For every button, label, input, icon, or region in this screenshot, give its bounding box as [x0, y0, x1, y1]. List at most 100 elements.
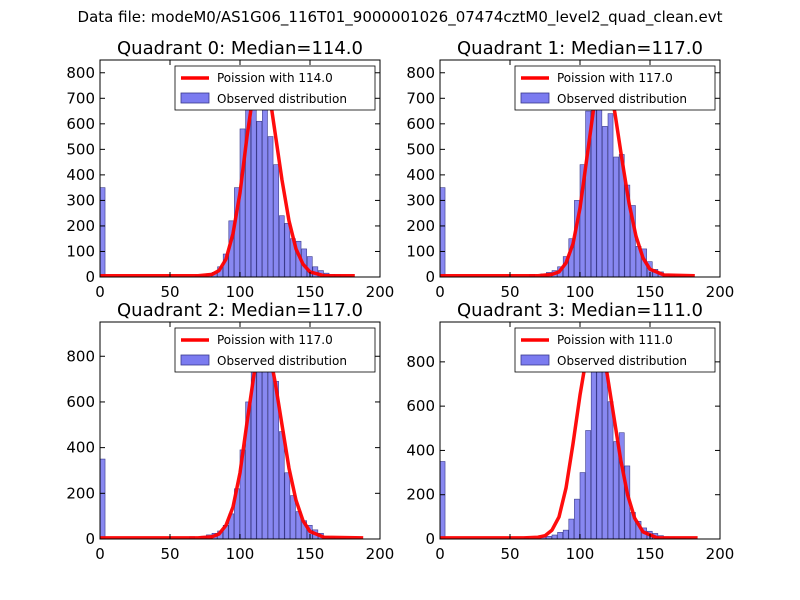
histogram-bar [267, 365, 274, 539]
panel-title: Quadrant 3: Median=111.0 [457, 300, 703, 321]
y-tick-label: 600 [406, 115, 435, 133]
y-tick-label: 0 [425, 530, 435, 548]
histogram-bar [607, 113, 614, 277]
legend-bar-swatch [520, 354, 550, 366]
histogram-bar [630, 205, 636, 277]
y-tick-label: 100 [406, 242, 435, 260]
histogram-bar [262, 92, 268, 277]
y-tick-label: 0 [425, 268, 435, 286]
y-tick-label: 800 [406, 353, 435, 371]
histogram-bar [557, 532, 563, 539]
histogram-bar [290, 495, 296, 539]
x-tick-label: 200 [706, 545, 735, 563]
y-tick-label: 400 [406, 166, 435, 184]
figure-title: Data file: modeM0/AS1G06_116T01_90000010… [77, 8, 723, 26]
legend-bar-swatch [180, 92, 210, 104]
quadrant-3-plot: 0 50 100 150 200 0 200 400 600 800 Quadrant 3: Med… [406, 300, 734, 563]
plot-area [440, 68, 695, 277]
legend-bar-label: Observed distribution [217, 354, 347, 368]
legend: Poission with 111.0 Observed distribution [514, 327, 716, 373]
histogram-bar [613, 441, 619, 539]
x-tick-label: 150 [636, 545, 665, 563]
y-tick-label: 600 [406, 397, 435, 415]
legend-line-label: Poission with 111.0 [557, 333, 673, 347]
y-tick-label: 700 [406, 89, 435, 107]
y-tick-label: 500 [406, 140, 435, 158]
panel-title: Quadrant 1: Median=117.0 [457, 38, 703, 59]
x-tick-label: 100 [226, 545, 255, 563]
y-tick-label: 200 [66, 484, 95, 502]
y-tick-label: 0 [85, 530, 95, 548]
histogram-bar [284, 472, 291, 539]
y-tick-label: 500 [66, 140, 95, 158]
y-tick-label: 200 [66, 217, 95, 235]
y-tick-label: 300 [406, 191, 435, 209]
legend: Poission with 117.0 Observed distribution [514, 65, 716, 111]
histogram-bar [278, 215, 285, 277]
histogram-bar [100, 187, 106, 277]
y-tick-label: 600 [66, 115, 95, 133]
x-tick-label: 200 [706, 283, 735, 301]
x-tick-label: 150 [296, 283, 325, 301]
histogram-bar [613, 156, 619, 277]
histogram-bar [273, 164, 279, 277]
histogram-bar [551, 534, 558, 539]
quadrant-2-plot: 0 50 100 150 200 0 200 400 600 800 Quadrant 2: Med… [66, 300, 394, 563]
histogram-bar [562, 529, 569, 539]
y-tick-label: 200 [406, 486, 435, 504]
legend-line-label: Poission with 117.0 [217, 333, 333, 347]
histogram-bar [256, 365, 263, 539]
y-tick-label: 400 [406, 441, 435, 459]
histogram-bar [256, 120, 263, 277]
x-tick-label: 150 [636, 283, 665, 301]
x-tick-label: 0 [95, 545, 105, 563]
histogram-bar [607, 401, 614, 539]
histogram-bar [440, 461, 446, 539]
x-tick-label: 100 [566, 283, 595, 301]
legend-bar-label: Observed distribution [217, 92, 347, 106]
quadrant-0-plot: 0 50 100 150 200 0 100 200 300 400 500 600 700 800 Qua… [66, 38, 394, 301]
panel-title: Quadrant 0: Median=114.0 [117, 38, 363, 59]
x-tick-label: 50 [160, 545, 179, 563]
histogram-bar [579, 472, 586, 539]
histogram-bar [574, 498, 580, 539]
plot-area [440, 333, 698, 539]
legend-bar-label: Observed distribution [557, 354, 687, 368]
histogram-bar [440, 187, 446, 277]
x-tick-label: 0 [95, 283, 105, 301]
quadrant-1-plot: 0 50 100 150 200 0 100 200 300 400 500 600 700 800 Qua… [406, 38, 734, 301]
y-tick-label: 200 [406, 217, 435, 235]
y-tick-label: 600 [66, 393, 95, 411]
histogram-bar [585, 110, 591, 277]
histogram-bar [284, 223, 291, 277]
y-tick-label: 800 [406, 64, 435, 82]
histogram-bar [579, 164, 586, 277]
y-tick-label: 800 [66, 347, 95, 365]
legend-bar-label: Observed distribution [557, 92, 687, 106]
y-tick-label: 300 [66, 191, 95, 209]
y-tick-label: 800 [66, 64, 95, 82]
histogram-bar [596, 370, 603, 539]
legend-line-label: Poission with 114.0 [217, 71, 333, 85]
x-tick-label: 50 [160, 283, 179, 301]
x-tick-label: 100 [566, 545, 595, 563]
x-tick-label: 50 [500, 283, 519, 301]
histogram-bar [267, 136, 274, 277]
y-tick-label: 700 [66, 89, 95, 107]
legend-bar-swatch [180, 354, 210, 366]
legend: Poission with 117.0 Observed distribution [174, 327, 376, 373]
legend-line-label: Poission with 117.0 [557, 71, 673, 85]
histogram-bar [590, 354, 597, 539]
y-tick-label: 400 [66, 439, 95, 457]
y-tick-label: 400 [66, 166, 95, 184]
legend-bar-swatch [520, 92, 550, 104]
x-tick-label: 200 [366, 545, 395, 563]
x-tick-label: 0 [435, 545, 445, 563]
histogram-bar [596, 82, 603, 277]
x-tick-label: 50 [500, 545, 519, 563]
histogram-bar [602, 126, 608, 277]
x-tick-label: 100 [226, 283, 255, 301]
histogram-bar [100, 458, 106, 539]
x-tick-label: 0 [435, 283, 445, 301]
